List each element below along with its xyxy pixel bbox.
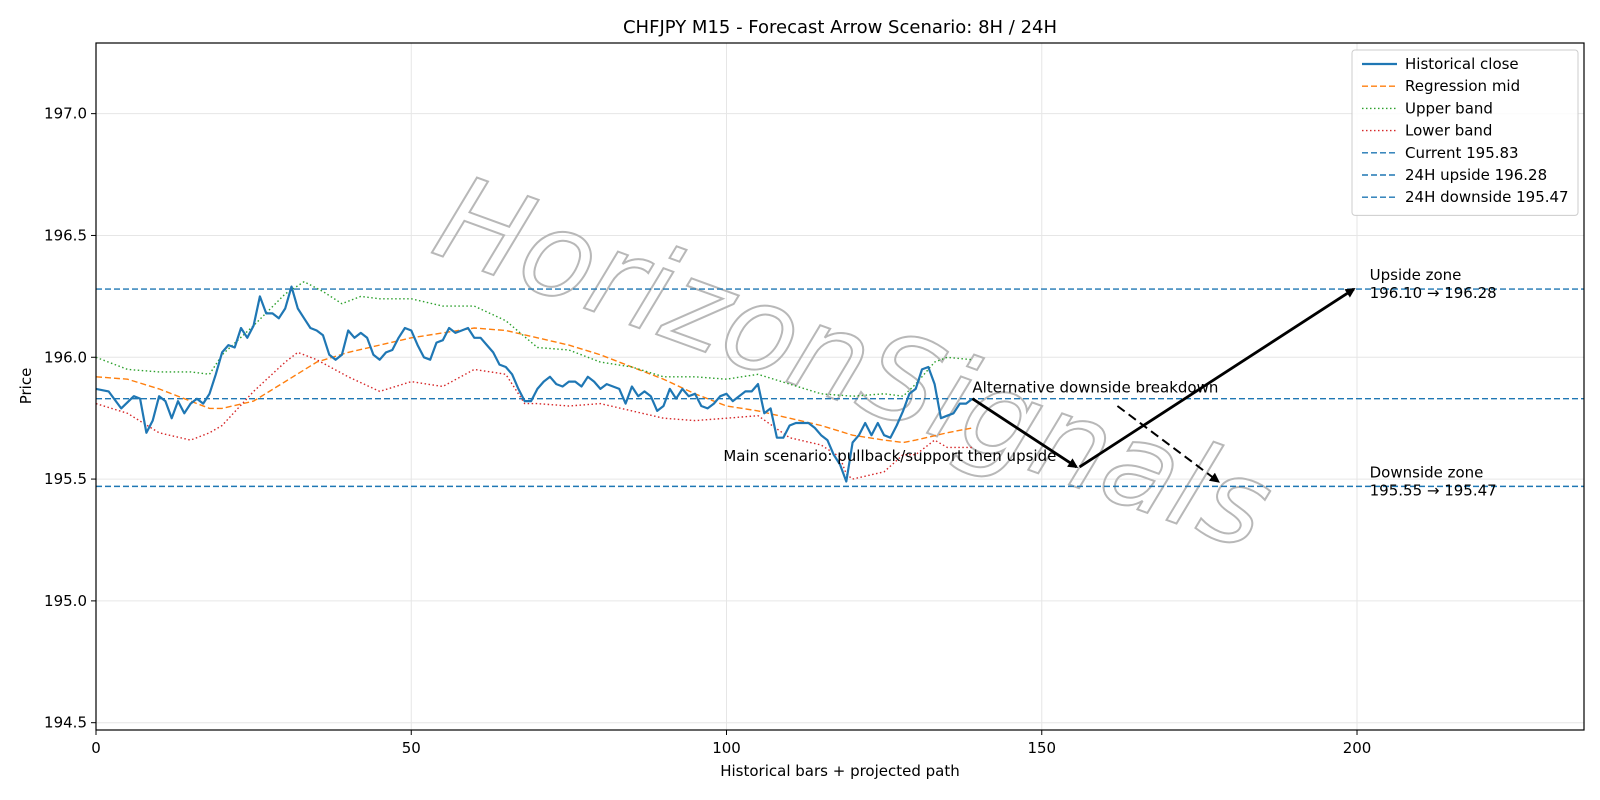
y-axis-ticks: 194.5 195.0 195.5 196.0 196.5 197.0 <box>44 105 96 732</box>
x-axis-label: Historical bars + projected path <box>720 762 960 780</box>
grid <box>95 43 1584 730</box>
plot-frame <box>95 42 1585 731</box>
y-tick-label: 194.5 <box>44 714 87 732</box>
legend-entry: Regression mid <box>1405 77 1520 95</box>
y-tick-label: 196.0 <box>44 348 87 366</box>
annotation-upside: Upside zone 196.10 → 196.28 <box>1370 266 1497 302</box>
arrow-main-leg-2 <box>1078 287 1356 469</box>
legend-entry: 24H downside 195.47 <box>1405 188 1569 206</box>
x-tick-label: 200 <box>1343 739 1372 757</box>
scenario-arrows <box>971 287 1356 483</box>
annotation-downside: Downside zone 195.55 → 195.47 <box>1370 463 1497 499</box>
series-lower-band <box>96 351 973 480</box>
x-tick-label: 100 <box>712 739 741 757</box>
series-lines <box>96 281 974 483</box>
series-historical-close <box>96 285 974 483</box>
annotations: Alternative downside breakdown Main scena… <box>723 266 1496 499</box>
x-tick-label: 50 <box>402 739 421 757</box>
annotation-alt: Alternative downside breakdown <box>972 379 1218 397</box>
y-tick-label: 196.5 <box>44 226 87 244</box>
legend-entry: Historical close <box>1405 55 1519 73</box>
chart-title: CHFJPY M15 - Forecast Arrow Scenario: 8H… <box>623 17 1057 38</box>
x-axis-ticks: 0 50 100 150 200 <box>91 730 1371 757</box>
legend-box <box>1351 49 1579 216</box>
x-tick-label: 0 <box>91 739 101 757</box>
annotation-main: Main scenario: pullback/support then ups… <box>723 447 1056 465</box>
y-tick-label: 197.0 <box>44 105 87 123</box>
legend-entry: 24H upside 196.28 <box>1405 166 1547 184</box>
x-tick-label: 150 <box>1027 739 1056 757</box>
y-tick-label: 195.5 <box>44 470 87 488</box>
legend-entry: Upper band <box>1405 99 1493 117</box>
plot-area <box>96 43 1584 730</box>
y-axis-label: Price <box>17 368 35 405</box>
arrow-main-leg-1 <box>971 397 1079 469</box>
reference-lines <box>96 288 1584 488</box>
y-tick-label: 195.0 <box>44 592 87 610</box>
arrow-alternative <box>1116 405 1220 483</box>
series-regression-mid <box>96 327 973 444</box>
legend-entry: Current 195.83 <box>1405 144 1519 162</box>
legend: Historical close Regression mid Upper band… <box>1351 49 1579 216</box>
legend-entry: Lower band <box>1405 122 1492 140</box>
